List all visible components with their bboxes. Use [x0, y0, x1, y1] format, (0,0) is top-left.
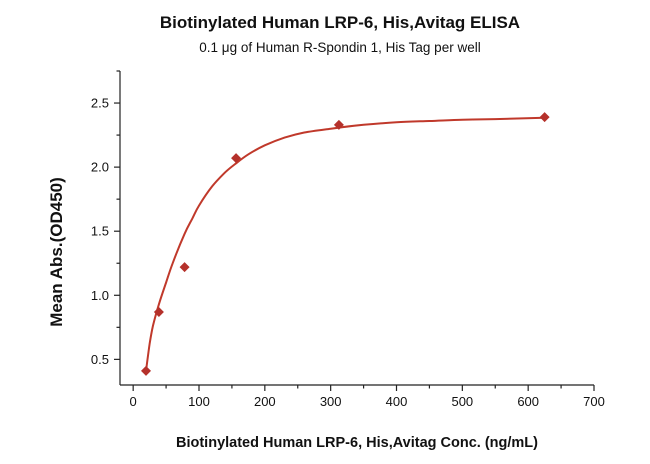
data-point-diamond: [141, 365, 152, 376]
x-tick-label: 400: [386, 394, 408, 409]
x-tick-label: 200: [254, 394, 276, 409]
x-tick-label: 100: [188, 394, 210, 409]
data-point-diamond: [179, 262, 190, 273]
y-axis-ticks: 0.5 1.0 1.5 2.0 2.5: [91, 70, 120, 367]
y-tick-label: 1.5: [91, 224, 109, 239]
x-tick-label: 0: [130, 394, 137, 409]
x-axis-ticks: 0 100 200 300 400 500 600 700: [130, 385, 605, 409]
x-axis-label: Biotinylated Human LRP-6, His,Avitag Con…: [176, 435, 538, 451]
data-points: [141, 112, 550, 376]
y-tick-label: 2.0: [91, 160, 109, 175]
y-tick-label: 1.0: [91, 288, 109, 303]
x-tick-label: 300: [320, 394, 342, 409]
x-tick-label: 600: [517, 394, 539, 409]
x-tick-label: 500: [451, 394, 473, 409]
fit-curve: [145, 116, 545, 372]
data-point-diamond: [539, 112, 550, 123]
data-point-diamond: [231, 153, 242, 164]
data-point-diamond: [153, 306, 164, 317]
chart-subtitle: 0.1 μg of Human R-Spondin 1, His Tag per…: [199, 40, 480, 55]
chart-title: Biotinylated Human LRP-6, His,Avitag ELI…: [160, 13, 520, 32]
y-axis-label: Mean Abs.(OD450): [47, 177, 66, 327]
y-tick-label: 0.5: [91, 352, 109, 367]
x-tick-label: 700: [583, 394, 605, 409]
y-tick-label: 2.5: [91, 96, 109, 111]
data-point-diamond: [333, 119, 344, 130]
